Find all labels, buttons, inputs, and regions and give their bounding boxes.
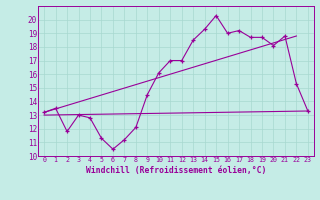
X-axis label: Windchill (Refroidissement éolien,°C): Windchill (Refroidissement éolien,°C) xyxy=(86,166,266,175)
